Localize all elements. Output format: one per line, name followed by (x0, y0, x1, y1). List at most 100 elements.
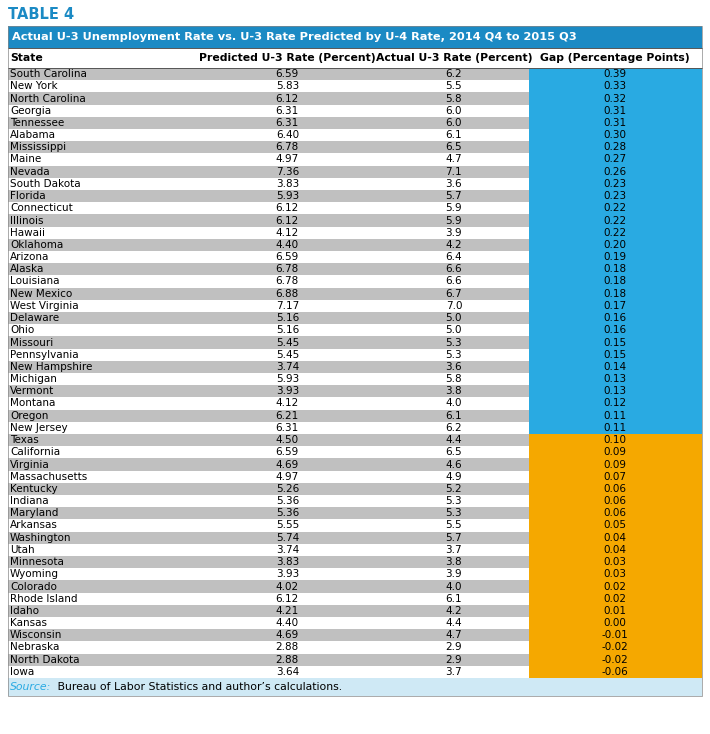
Text: Pennsylvania: Pennsylvania (10, 349, 79, 360)
Text: Massachusetts: Massachusetts (10, 472, 87, 482)
Bar (528, 239, 702, 251)
Text: 0.04: 0.04 (604, 533, 627, 542)
Text: 0.22: 0.22 (604, 203, 627, 214)
Text: New Mexico: New Mexico (10, 288, 72, 299)
Bar (8, 264, 528, 275)
Text: 3.8: 3.8 (446, 386, 462, 396)
Bar (8, 80, 528, 92)
Bar (8, 422, 528, 434)
Text: 5.9: 5.9 (446, 203, 462, 214)
Bar (528, 397, 702, 410)
Bar (528, 275, 702, 288)
Text: 6.21: 6.21 (275, 411, 299, 421)
Bar (8, 239, 528, 251)
Text: 5.16: 5.16 (275, 325, 299, 335)
Bar (8, 678, 702, 696)
Bar (528, 629, 702, 642)
Text: 3.83: 3.83 (275, 557, 299, 567)
Bar (8, 349, 528, 361)
Text: 5.83: 5.83 (275, 81, 299, 91)
Text: Nebraska: Nebraska (10, 642, 60, 653)
Text: 5.45: 5.45 (275, 349, 299, 360)
Text: 5.5: 5.5 (446, 520, 462, 531)
Text: 6.0: 6.0 (446, 118, 462, 128)
Text: 0.14: 0.14 (604, 362, 627, 372)
Bar (8, 275, 528, 288)
Text: Tennessee: Tennessee (10, 118, 64, 128)
Text: 0.18: 0.18 (604, 277, 627, 286)
Text: 6.6: 6.6 (446, 277, 462, 286)
Text: 3.9: 3.9 (446, 570, 462, 579)
Text: 0.01: 0.01 (604, 606, 627, 616)
Text: 6.1: 6.1 (446, 594, 462, 603)
Text: 0.11: 0.11 (604, 411, 627, 421)
Text: New Jersey: New Jersey (10, 423, 67, 433)
Bar (528, 531, 702, 544)
Text: 0.30: 0.30 (604, 130, 627, 140)
Text: 5.36: 5.36 (275, 496, 299, 506)
Text: 4.50: 4.50 (275, 435, 299, 445)
Bar (8, 68, 528, 80)
Text: 0.03: 0.03 (604, 557, 627, 567)
Text: 5.2: 5.2 (446, 484, 462, 494)
Text: 0.18: 0.18 (604, 288, 627, 299)
Text: 6.59: 6.59 (275, 69, 299, 79)
Text: 2.9: 2.9 (446, 655, 462, 665)
Text: 6.31: 6.31 (275, 106, 299, 116)
Bar (528, 202, 702, 214)
Text: 0.13: 0.13 (604, 374, 627, 384)
Text: 5.55: 5.55 (275, 520, 299, 531)
Bar (8, 48, 702, 68)
Text: West Virginia: West Virginia (10, 301, 79, 311)
Text: 6.59: 6.59 (275, 447, 299, 457)
Text: 6.5: 6.5 (446, 142, 462, 152)
Text: 3.7: 3.7 (446, 667, 462, 677)
Bar (528, 264, 702, 275)
Text: 4.40: 4.40 (275, 618, 299, 628)
Text: 0.15: 0.15 (604, 349, 627, 360)
Bar (8, 617, 528, 629)
Bar (528, 336, 702, 349)
Text: 6.88: 6.88 (275, 288, 299, 299)
Text: Actual U-3 Unemployment Rate vs. U-3 Rate Predicted by U-4 Rate, 2014 Q4 to 2015: Actual U-3 Unemployment Rate vs. U-3 Rat… (12, 32, 577, 42)
Text: 0.02: 0.02 (604, 581, 627, 592)
Bar (528, 520, 702, 531)
Text: 5.0: 5.0 (446, 325, 462, 335)
Text: Kentucky: Kentucky (10, 484, 58, 494)
Text: 4.69: 4.69 (275, 459, 299, 470)
Bar (8, 385, 528, 397)
Text: 7.1: 7.1 (446, 167, 462, 177)
Text: Idaho: Idaho (10, 606, 39, 616)
Bar (528, 653, 702, 666)
Text: 5.3: 5.3 (446, 338, 462, 347)
Text: Kansas: Kansas (10, 618, 47, 628)
Bar (528, 117, 702, 129)
Text: 0.13: 0.13 (604, 386, 627, 396)
Bar (8, 568, 528, 581)
Bar (8, 202, 528, 214)
Text: 3.7: 3.7 (446, 545, 462, 555)
Bar (8, 92, 528, 105)
Text: -0.01: -0.01 (602, 631, 628, 640)
Text: 5.26: 5.26 (275, 484, 299, 494)
Text: North Dakota: North Dakota (10, 655, 80, 665)
Text: Indiana: Indiana (10, 496, 48, 506)
Bar (8, 470, 528, 483)
Text: Connecticut: Connecticut (10, 203, 72, 214)
Text: 5.7: 5.7 (446, 191, 462, 201)
Text: 0.16: 0.16 (604, 325, 627, 335)
Bar (528, 299, 702, 312)
Text: 0.06: 0.06 (604, 484, 627, 494)
Text: 4.97: 4.97 (275, 154, 299, 164)
Bar (528, 568, 702, 581)
Text: 4.4: 4.4 (446, 435, 462, 445)
Text: Nevada: Nevada (10, 167, 50, 177)
Bar (8, 129, 528, 141)
Text: 3.93: 3.93 (275, 386, 299, 396)
Text: 7.36: 7.36 (275, 167, 299, 177)
Text: Arkansas: Arkansas (10, 520, 58, 531)
Bar (528, 288, 702, 299)
Bar (8, 629, 528, 642)
Text: 7.17: 7.17 (275, 301, 299, 311)
Text: 3.9: 3.9 (446, 228, 462, 238)
